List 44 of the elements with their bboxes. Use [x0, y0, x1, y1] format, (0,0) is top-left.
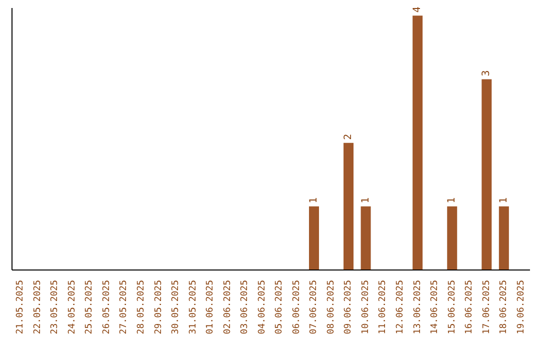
x-tick-label: 30.05.2025 [171, 280, 182, 334]
bar [482, 79, 492, 270]
x-tick-label: 18.06.2025 [499, 280, 510, 334]
x-tick-label: 25.05.2025 [84, 280, 95, 334]
x-tick-label: 07.06.2025 [309, 280, 320, 334]
x-tick-label: 03.06.2025 [240, 280, 250, 334]
x-tick-label: 10.06.2025 [360, 280, 371, 334]
x-tick-label: 12.06.2025 [396, 280, 406, 334]
x-tick-label: 06.06.2025 [292, 280, 302, 334]
x-tick-label: 29.05.2025 [154, 280, 164, 334]
x-tick-label: 14.06.2025 [430, 280, 440, 334]
x-tick-label: 02.06.2025 [222, 280, 233, 334]
data-label: 1 [360, 197, 372, 204]
bar [498, 206, 509, 270]
data-label: 4 [412, 6, 424, 13]
data-label: 3 [481, 70, 492, 76]
x-tick-label: 09.06.2025 [344, 280, 354, 334]
bar [412, 16, 423, 270]
data-label: 1 [446, 197, 458, 204]
x-tick-label: 05.06.2025 [274, 280, 285, 334]
data-label: 2 [343, 134, 354, 140]
bar [360, 206, 371, 270]
bar [344, 142, 354, 270]
x-tick-label: 01.06.2025 [206, 280, 216, 334]
x-tick-label: 27.05.2025 [119, 280, 130, 334]
x-tick-label: 26.05.2025 [102, 280, 112, 334]
data-label: 1 [308, 197, 320, 204]
bar [308, 206, 319, 270]
x-tick-label: 31.05.2025 [188, 280, 198, 334]
x-tick-label: 15.06.2025 [447, 280, 458, 334]
x-tick-label: 19.06.2025 [516, 280, 526, 334]
x-tick-label: 13.06.2025 [412, 280, 423, 334]
x-tick-label: 04.06.2025 [257, 280, 268, 334]
x-tick-label: 21.05.2025 [16, 280, 26, 334]
x-tick-label: 11.06.2025 [378, 280, 388, 334]
x-tick-label: 23.05.2025 [50, 280, 60, 334]
x-tick-label: 16.06.2025 [464, 280, 475, 334]
data-label: 1 [498, 197, 510, 204]
x-tick-label: 28.05.2025 [136, 280, 146, 334]
x-tick-label: 22.05.2025 [32, 280, 43, 334]
x-tick-label: 24.05.2025 [67, 280, 78, 334]
x-tick-label: 17.06.2025 [482, 280, 492, 334]
bar [447, 206, 458, 270]
x-tick-label: 08.06.2025 [326, 280, 336, 334]
